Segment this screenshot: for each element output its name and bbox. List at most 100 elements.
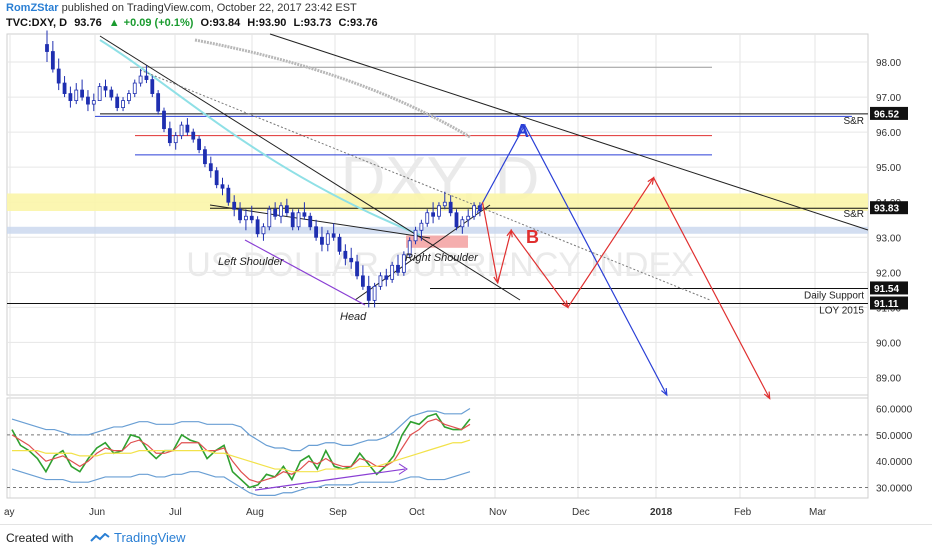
tradingview-logo-icon [90,533,110,542]
candle-body [115,96,120,109]
arrow-b-path-head [506,228,513,238]
footer: Created with TradingView [0,524,932,551]
candle-body [384,275,389,280]
watermark-name: US DOLLAR CURRENCY INDEX [186,246,694,284]
candle-body [232,201,237,210]
price-label-box [870,106,908,120]
high-value: H:93.90 [247,17,287,29]
price-label: 91.54 [874,284,899,295]
candle-body [413,229,418,242]
osc-tick-label: 40.0000 [876,457,913,468]
publish-info: RomZStar published on TradingView.com, O… [6,2,357,14]
head-rise-line [354,204,491,301]
candle-body [437,205,441,217]
upper-trend [269,33,869,231]
last-price: 93.76 [74,17,102,29]
left-shoulder-diagonal [244,239,366,306]
candle-body [45,44,49,52]
candle-body [425,212,430,224]
arrow-b-path-head [647,176,655,185]
x-tick-label: Nov [489,507,507,518]
candle-body [273,208,278,217]
arrow-b-path [481,176,771,399]
osc-series-line [11,468,471,496]
candle-body [454,212,459,228]
candle-body [279,205,283,217]
dotted-trend [139,69,711,301]
divergence-arrow-head [398,463,408,475]
arrow-a-path-head [661,387,668,397]
candle-body [431,212,436,217]
candle-body [325,233,330,245]
candle-body [162,110,166,130]
x-tick-label: Aug [246,507,264,518]
candle-body [349,257,354,263]
candle-body [261,226,266,235]
tradingview-brand[interactable]: TradingView [114,530,186,545]
candle-body [366,285,371,301]
candle-body [74,89,79,101]
candle-body [156,93,161,112]
x-tick-label: Mar [809,507,827,518]
candle-body [97,86,102,101]
candle-body [320,236,324,245]
candle-body [50,51,55,70]
support-band [7,226,868,234]
candle-body [337,236,342,252]
price-label: 91.11 [874,299,899,310]
candle-body [308,215,313,228]
candle-body [109,89,114,98]
annotation-left-shoulder: Left Shoulder [218,256,285,268]
candle-body [80,89,84,98]
candle-body [296,212,301,228]
candle-body [355,261,359,277]
y-tick-label: 96.00 [876,128,901,139]
x-tick-label: Jun [89,507,105,518]
candle-body [197,138,202,151]
y-tick-label: 92.00 [876,268,901,279]
candle-body [284,205,289,214]
x-tick-label: Feb [734,507,752,518]
x-tick-label: Dec [572,507,590,518]
symbol-info: TVC:DXY, D 93.76 ▲ +0.09 (+0.1%) O:93.84 … [6,17,382,29]
candle-body [419,222,424,231]
candle-body [372,285,377,301]
candle-body [331,233,336,238]
candle-body [191,131,196,140]
candle-body [138,75,143,84]
y-tick-label: 97.00 [876,93,901,104]
price-change: +0.09 (+0.1%) [123,17,194,29]
divergence-line [254,468,406,491]
arrow-b-path-head [763,391,771,400]
osc-series-line [12,439,471,473]
candle-body [267,208,272,228]
candle-body [173,135,178,144]
candle-body [208,163,213,172]
candle-body [103,86,108,91]
price-label: 96.52 [874,109,899,120]
osc-tick-label: 50.0000 [876,431,913,442]
price-label-box [870,201,908,215]
candle-body [86,96,90,105]
annotation-head: Head [340,311,367,323]
close-value: C:93.76 [338,17,378,29]
candle-body [62,82,67,94]
candle-body [396,264,400,273]
price-label-box [870,281,908,295]
candle-body [302,212,307,217]
fast-ma-line [99,39,421,236]
candle-body [214,170,219,186]
y-tick-label: 89.00 [876,373,901,384]
up-triangle-icon: ▲ [108,17,120,29]
candle-body [466,215,471,221]
author-name[interactable]: RomZStar [6,2,59,14]
osc-tick-label: 30.0000 [876,483,913,494]
arrow-b-path-head [561,300,569,309]
price-chart[interactable]: DXY, DUS DOLLAR CURRENCY INDEXS&RS&RDail… [0,0,932,524]
price-label-box [870,296,908,310]
candle-body [243,215,248,221]
level-tag: LOY 2015 [819,306,864,317]
low-value: L:93.73 [293,17,332,29]
y-tick-label: 95.00 [876,163,901,174]
candle-body [460,219,465,228]
